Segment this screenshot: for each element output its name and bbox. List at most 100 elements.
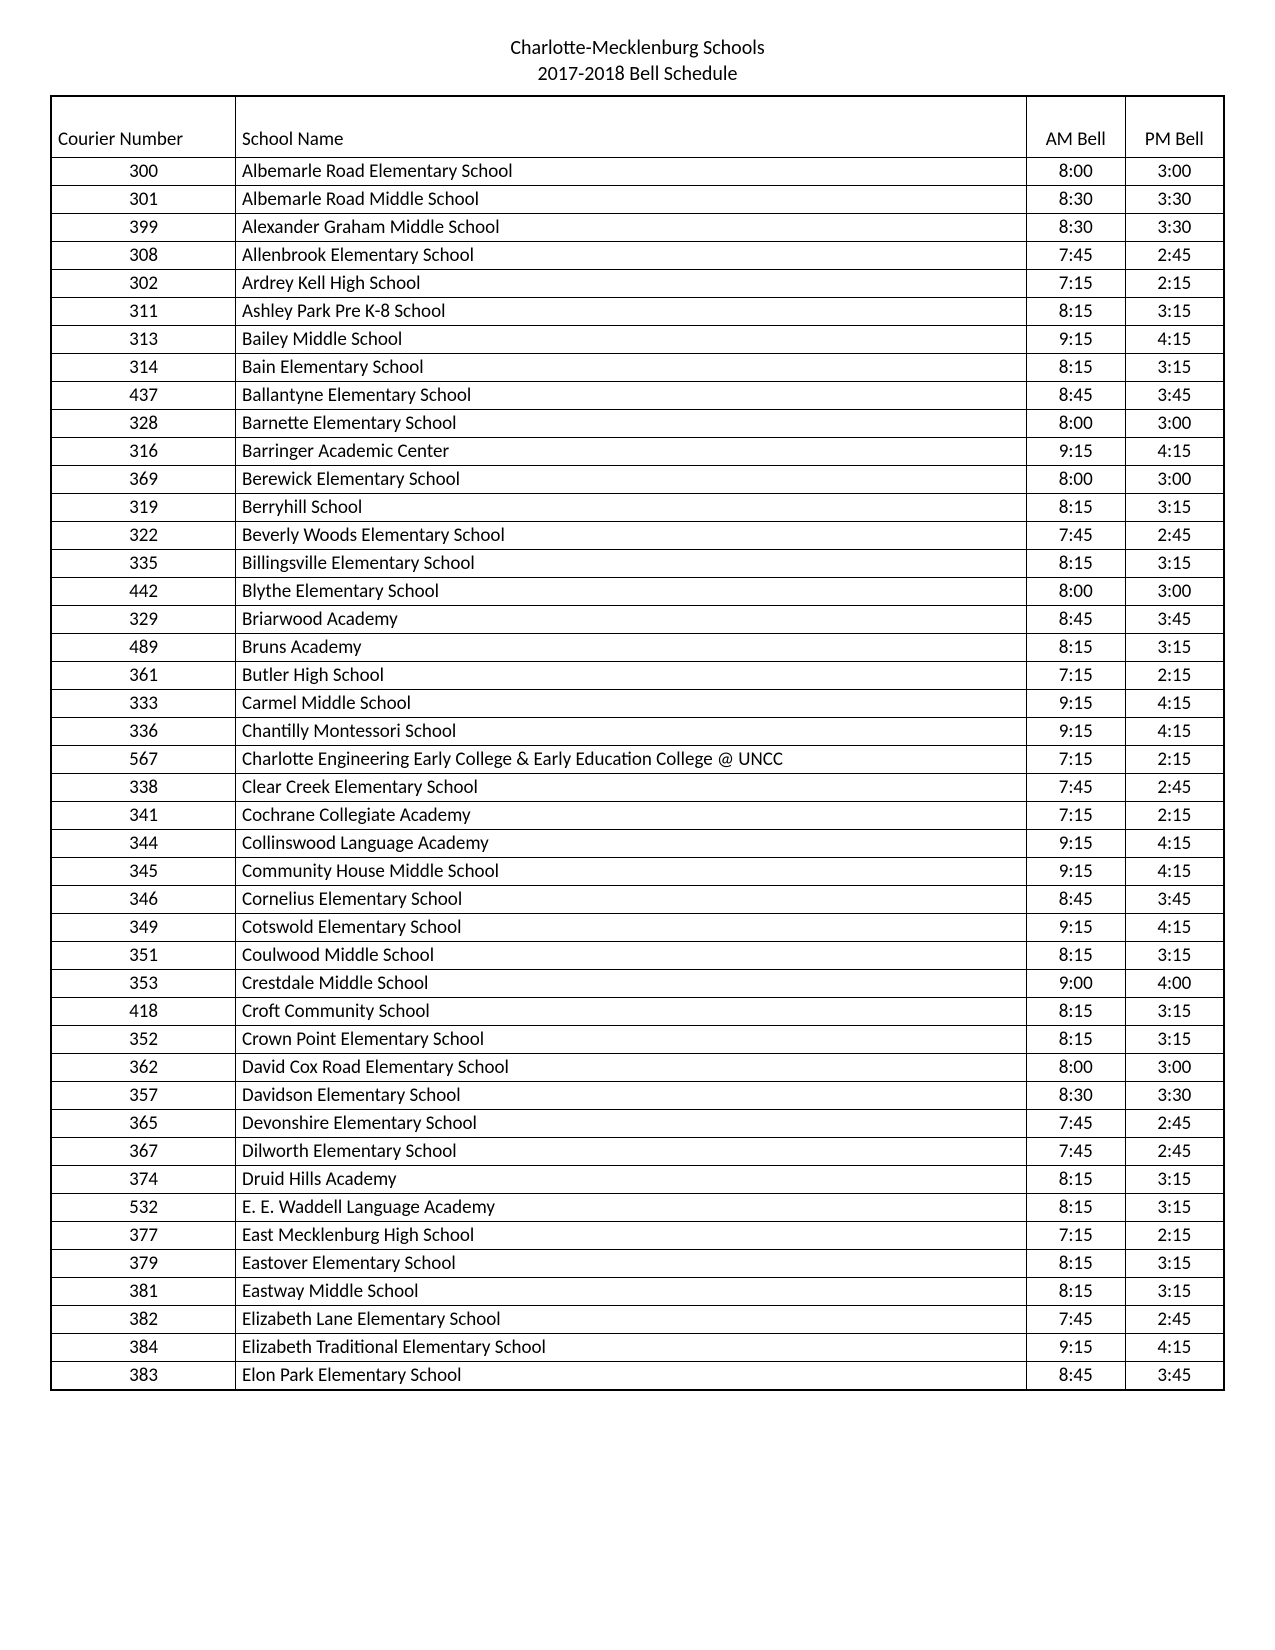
- cell-courier: 319: [51, 494, 236, 522]
- cell-school: Carmel Middle School: [236, 690, 1027, 718]
- table-header-row: Courier Number School Name AM Bell PM Be…: [51, 96, 1224, 158]
- cell-am: 9:15: [1026, 830, 1125, 858]
- table-row: 489Bruns Academy8:153:15: [51, 634, 1224, 662]
- cell-school: Crown Point Elementary School: [236, 1026, 1027, 1054]
- cell-pm: 4:15: [1125, 718, 1224, 746]
- cell-am: 8:00: [1026, 466, 1125, 494]
- cell-school: Druid Hills Academy: [236, 1166, 1027, 1194]
- table-body: 300Albemarle Road Elementary School8:003…: [51, 158, 1224, 1391]
- cell-pm: 3:45: [1125, 886, 1224, 914]
- cell-school: Devonshire Elementary School: [236, 1110, 1027, 1138]
- cell-school: Chantilly Montessori School: [236, 718, 1027, 746]
- cell-school: Elizabeth Traditional Elementary School: [236, 1334, 1027, 1362]
- cell-pm: 2:15: [1125, 802, 1224, 830]
- cell-am: 9:00: [1026, 970, 1125, 998]
- cell-pm: 3:45: [1125, 1362, 1224, 1391]
- cell-school: Albemarle Road Elementary School: [236, 158, 1027, 186]
- table-row: 357Davidson Elementary School8:303:30: [51, 1082, 1224, 1110]
- cell-school: Davidson Elementary School: [236, 1082, 1027, 1110]
- cell-school: Dilworth Elementary School: [236, 1138, 1027, 1166]
- cell-courier: 532: [51, 1194, 236, 1222]
- cell-am: 8:00: [1026, 158, 1125, 186]
- cell-school: Coulwood Middle School: [236, 942, 1027, 970]
- table-row: 351Coulwood Middle School8:153:15: [51, 942, 1224, 970]
- cell-courier: 313: [51, 326, 236, 354]
- cell-school: Cornelius Elementary School: [236, 886, 1027, 914]
- table-row: 567Charlotte Engineering Early College &…: [51, 746, 1224, 774]
- cell-am: 8:15: [1026, 998, 1125, 1026]
- cell-school: Elon Park Elementary School: [236, 1362, 1027, 1391]
- cell-pm: 3:30: [1125, 214, 1224, 242]
- table-row: 300Albemarle Road Elementary School8:003…: [51, 158, 1224, 186]
- cell-pm: 2:45: [1125, 1306, 1224, 1334]
- cell-courier: 311: [51, 298, 236, 326]
- cell-courier: 329: [51, 606, 236, 634]
- cell-am: 9:15: [1026, 438, 1125, 466]
- cell-school: Clear Creek Elementary School: [236, 774, 1027, 802]
- table-row: 345Community House Middle School9:154:15: [51, 858, 1224, 886]
- cell-am: 9:15: [1026, 718, 1125, 746]
- cell-am: 7:45: [1026, 1138, 1125, 1166]
- cell-pm: 2:15: [1125, 270, 1224, 298]
- cell-am: 9:15: [1026, 690, 1125, 718]
- table-row: 338Clear Creek Elementary School7:452:45: [51, 774, 1224, 802]
- cell-courier: 345: [51, 858, 236, 886]
- cell-school: Bailey Middle School: [236, 326, 1027, 354]
- cell-school: Eastover Elementary School: [236, 1250, 1027, 1278]
- cell-am: 8:15: [1026, 494, 1125, 522]
- table-row: 361Butler High School7:152:15: [51, 662, 1224, 690]
- cell-courier: 335: [51, 550, 236, 578]
- cell-am: 8:15: [1026, 1250, 1125, 1278]
- cell-school: Bain Elementary School: [236, 354, 1027, 382]
- cell-courier: 333: [51, 690, 236, 718]
- cell-pm: 4:15: [1125, 1334, 1224, 1362]
- cell-pm: 3:15: [1125, 1026, 1224, 1054]
- cell-courier: 301: [51, 186, 236, 214]
- cell-courier: 344: [51, 830, 236, 858]
- table-row: 314Bain Elementary School8:153:15: [51, 354, 1224, 382]
- cell-am: 8:45: [1026, 1362, 1125, 1391]
- cell-courier: 489: [51, 634, 236, 662]
- cell-am: 8:30: [1026, 214, 1125, 242]
- cell-am: 8:00: [1026, 1054, 1125, 1082]
- cell-school: Barringer Academic Center: [236, 438, 1027, 466]
- cell-pm: 4:15: [1125, 326, 1224, 354]
- cell-pm: 3:15: [1125, 354, 1224, 382]
- table-row: 382Elizabeth Lane Elementary School7:452…: [51, 1306, 1224, 1334]
- table-row: 367Dilworth Elementary School7:452:45: [51, 1138, 1224, 1166]
- cell-school: Butler High School: [236, 662, 1027, 690]
- cell-pm: 3:00: [1125, 1054, 1224, 1082]
- cell-pm: 2:15: [1125, 746, 1224, 774]
- cell-pm: 2:15: [1125, 1222, 1224, 1250]
- table-row: 383Elon Park Elementary School8:453:45: [51, 1362, 1224, 1391]
- cell-am: 7:45: [1026, 774, 1125, 802]
- cell-courier: 362: [51, 1054, 236, 1082]
- cell-am: 7:45: [1026, 1110, 1125, 1138]
- cell-school: Community House Middle School: [236, 858, 1027, 886]
- table-row: 322Beverly Woods Elementary School7:452:…: [51, 522, 1224, 550]
- cell-am: 8:15: [1026, 550, 1125, 578]
- cell-pm: 2:45: [1125, 1138, 1224, 1166]
- cell-courier: 567: [51, 746, 236, 774]
- cell-am: 8:45: [1026, 886, 1125, 914]
- column-header-am: AM Bell: [1026, 96, 1125, 158]
- table-row: 381Eastway Middle School8:153:15: [51, 1278, 1224, 1306]
- header-line-1: Charlotte-Mecklenburg Schools: [50, 35, 1225, 61]
- table-row: 379Eastover Elementary School8:153:15: [51, 1250, 1224, 1278]
- cell-courier: 374: [51, 1166, 236, 1194]
- cell-school: Ashley Park Pre K-8 School: [236, 298, 1027, 326]
- cell-courier: 379: [51, 1250, 236, 1278]
- table-row: 352Crown Point Elementary School8:153:15: [51, 1026, 1224, 1054]
- cell-pm: 3:15: [1125, 550, 1224, 578]
- cell-courier: 314: [51, 354, 236, 382]
- cell-school: Albemarle Road Middle School: [236, 186, 1027, 214]
- cell-pm: 2:15: [1125, 662, 1224, 690]
- cell-am: 9:15: [1026, 914, 1125, 942]
- cell-courier: 437: [51, 382, 236, 410]
- cell-courier: 300: [51, 158, 236, 186]
- cell-courier: 365: [51, 1110, 236, 1138]
- cell-courier: 328: [51, 410, 236, 438]
- cell-courier: 369: [51, 466, 236, 494]
- table-row: 336Chantilly Montessori School9:154:15: [51, 718, 1224, 746]
- table-row: 442Blythe Elementary School8:003:00: [51, 578, 1224, 606]
